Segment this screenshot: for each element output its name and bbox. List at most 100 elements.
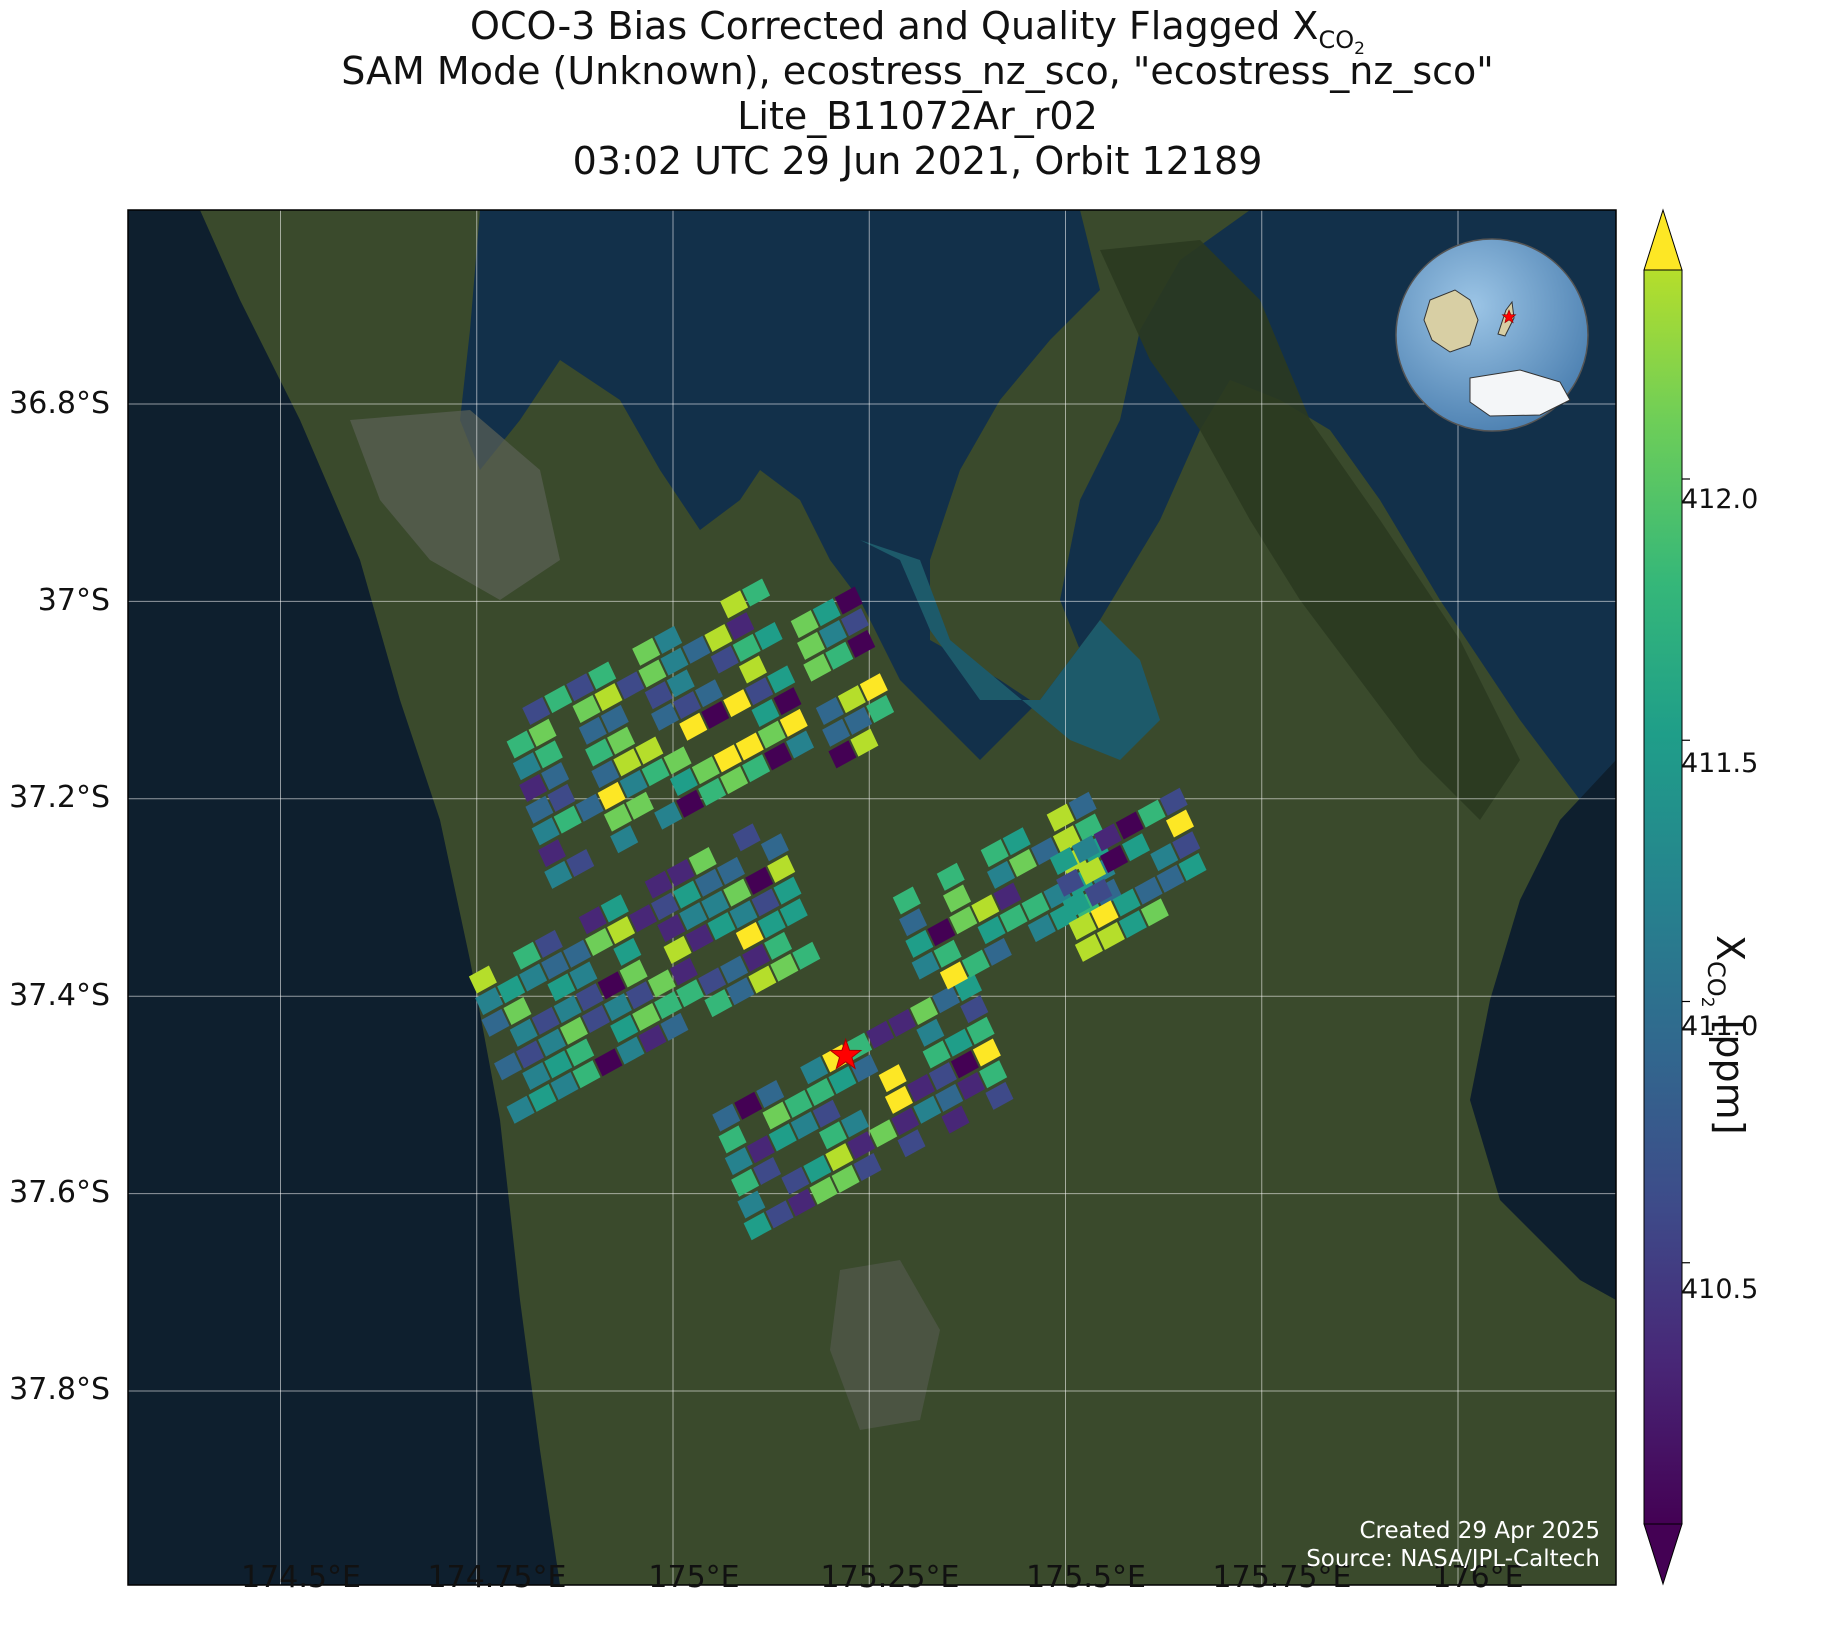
sounding-footprint-256 — [1165, 809, 1194, 838]
sounding-footprint-264 — [1134, 876, 1163, 905]
sounding-footprint-274 — [797, 631, 826, 660]
sounding-footprint-272 — [812, 598, 841, 627]
lat-label-37-4: 37.4°S — [9, 978, 110, 1013]
sounding-footprint-97 — [547, 973, 576, 1002]
sounding-footprint-280 — [815, 696, 844, 725]
sounding-footprint-45 — [531, 817, 560, 846]
lon-label-175-75: 175.75°E — [1212, 1560, 1352, 1595]
sounding-footprint-260 — [1172, 831, 1201, 860]
sounding-footprint-55 — [603, 803, 632, 832]
sounding-footprint-174 — [746, 1135, 775, 1164]
sounding-footprint-160 — [866, 1020, 895, 1049]
sounding-footprint-42 — [723, 689, 752, 718]
sounding-footprint-170 — [850, 1054, 879, 1083]
lat-label-37-2: 37.2°S — [9, 780, 110, 815]
sounding-footprint-12 — [616, 671, 645, 700]
sounding-footprint-141 — [506, 1095, 535, 1124]
sounding-footprint-178 — [878, 1064, 907, 1093]
colorbar-tick-410-5: 410.5 — [1681, 1274, 1759, 1305]
sounding-footprint-283 — [822, 718, 851, 747]
sounding-footprint-72 — [786, 730, 815, 759]
sounding-footprint-259 — [1150, 843, 1179, 872]
sounding-footprint-4 — [632, 637, 661, 666]
sounding-footprint-268 — [1096, 922, 1125, 951]
sounding-footprint-129 — [779, 898, 808, 927]
sounding-footprint-285 — [866, 695, 895, 724]
sounding-footprint-106 — [509, 1018, 538, 1047]
sounding-footprint-191 — [737, 1190, 766, 1219]
sounding-footprint-146 — [616, 1036, 645, 1065]
sounding-footprint-185 — [840, 1109, 869, 1138]
sounding-footprint-25 — [732, 633, 761, 662]
colorbar-extend-high — [1643, 208, 1683, 271]
sounding-footprint-271 — [790, 610, 819, 639]
sounding-footprint-198 — [913, 1095, 942, 1124]
sounding-footprint-47 — [575, 793, 604, 822]
sounding-footprint-215 — [1046, 803, 1075, 832]
sounding-footprint-111 — [619, 959, 648, 988]
sounding-footprint-153 — [792, 941, 821, 970]
lon-label-175: 175°E — [648, 1560, 740, 1595]
sounding-footprint-196 — [869, 1119, 898, 1148]
sounding-footprint-225 — [927, 918, 956, 947]
sounding-footprint-163 — [932, 985, 961, 1014]
sounding-footprint-193 — [803, 1154, 832, 1183]
sounding-footprint-135 — [654, 991, 683, 1020]
sounding-footprint-101 — [679, 902, 708, 931]
sounding-footprint-91 — [673, 880, 701, 909]
sounding-footprint-62 — [779, 708, 808, 737]
sounding-footprint-216 — [1068, 791, 1097, 820]
sounding-footprint-29 — [585, 738, 614, 767]
sounding-footprint-90 — [651, 892, 680, 921]
sounding-footprint-172 — [960, 995, 989, 1024]
sounding-footprint-255 — [1122, 833, 1151, 862]
sounding-footprint-102 — [701, 890, 730, 919]
sounding-footprint-284 — [844, 706, 873, 735]
sounding-footprint-71 — [764, 742, 793, 771]
colorbar-tick-marks — [1682, 478, 1690, 1264]
sounding-footprint-133 — [610, 1014, 639, 1043]
sounding-footprint-150 — [726, 977, 755, 1006]
colorbar-label: XCO2 [ppm] — [1697, 935, 1752, 1135]
sounding-footprint-262 — [1090, 900, 1119, 929]
sounding-footprint-241 — [983, 937, 1012, 966]
sounding-footprint-161 — [888, 1008, 917, 1037]
sounding-footprint-104 — [745, 866, 774, 895]
sounding-footprint-221 — [1030, 837, 1059, 866]
sounding-footprint-205 — [809, 1176, 838, 1205]
sounding-footprint-35 — [525, 795, 554, 824]
sounding-footprint-228 — [993, 882, 1022, 911]
sounding-footprint-258 — [1084, 878, 1113, 907]
sounding-footprint-131 — [544, 1050, 573, 1079]
sounding-footprint-33 — [694, 679, 723, 708]
sounding-footprint-114 — [707, 912, 736, 941]
sounding-footprint-23 — [666, 669, 695, 698]
sounding-footprint-269 — [1118, 910, 1147, 939]
sounding-footprint-123 — [603, 993, 632, 1022]
hauraki-gulf — [460, 210, 1616, 800]
sounding-footprint-1 — [544, 685, 573, 714]
sounding-footprint-65 — [610, 825, 639, 854]
lat-label-37-0: 37°S — [37, 583, 110, 618]
sounding-footprint-169 — [828, 1066, 857, 1095]
sounding-footprint-18 — [512, 752, 541, 781]
sounding-footprint-267 — [1074, 933, 1103, 962]
lon-label-176: 176°E — [1432, 1560, 1524, 1595]
sounding-footprint-19 — [534, 740, 563, 769]
sounding-footprint-279 — [847, 629, 876, 658]
sounding-footprint-184 — [819, 1121, 848, 1150]
sounding-footprint-112 — [663, 935, 692, 964]
sounding-footprint-86 — [563, 939, 592, 968]
sounding-footprint-247 — [1071, 835, 1100, 864]
sounding-footprint-177 — [812, 1099, 841, 1128]
figure-title: OCO-3 Bias Corrected and Quality Flagged… — [0, 4, 1835, 184]
sounding-footprint-252 — [1056, 868, 1085, 897]
sounding-footprint-180 — [944, 1028, 973, 1057]
lat-label-36-8: 36.8°S — [9, 386, 110, 421]
sounding-footprint-166 — [762, 1101, 791, 1130]
sounding-footprint-121 — [559, 1016, 588, 1045]
sounding-footprint-56 — [625, 791, 654, 820]
sounding-footprint-94 — [760, 833, 789, 862]
sounding-footprint-75 — [534, 929, 563, 958]
sounding-footprint-156 — [756, 1079, 785, 1108]
